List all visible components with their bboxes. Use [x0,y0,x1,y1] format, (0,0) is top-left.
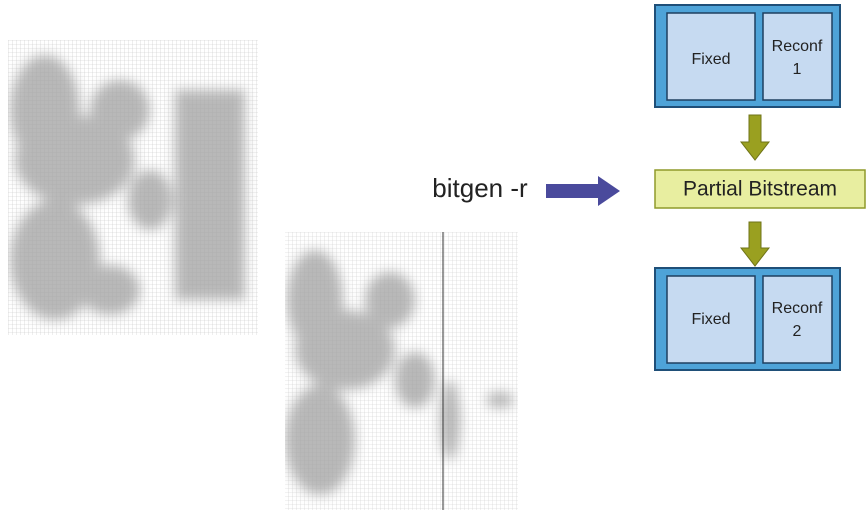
reconf-region [763,13,832,100]
reconf-label: Reconf [772,38,823,55]
bitstream-label: Partial Bitstream [683,178,837,201]
reconf-label: 2 [793,323,802,340]
down-arrow [741,115,769,160]
reconf-label: 1 [793,61,802,78]
fixed-label: Fixed [691,311,730,328]
reconf-label: Reconf [772,300,823,317]
down-arrow [741,222,769,266]
reconf-region [763,276,832,363]
command-label: bitgen -r [432,173,528,203]
fixed-label: Fixed [691,51,730,68]
right-arrow [546,176,620,206]
floorplan-full [8,40,258,335]
floorplan-partial [285,232,518,510]
diagram: bitgen -r Fixed Reconf 1 Partial Bitstre… [0,0,866,514]
